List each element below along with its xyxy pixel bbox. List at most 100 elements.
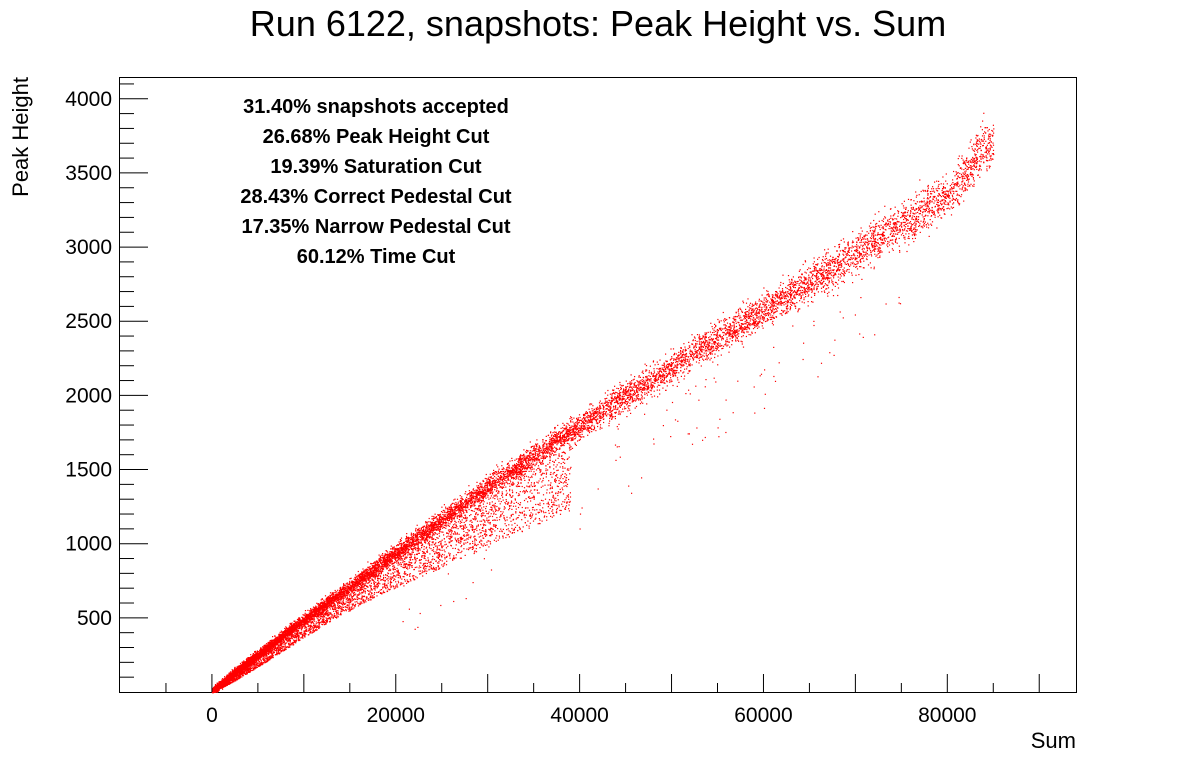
scatter-point [766, 318, 768, 320]
scatter-point [862, 247, 864, 249]
scatter-point [785, 296, 787, 298]
scatter-point [703, 349, 705, 351]
scatter-point [972, 168, 974, 170]
scatter-point [647, 388, 649, 390]
scatter-point [272, 636, 274, 638]
scatter-point [503, 484, 506, 486]
scatter-point [922, 227, 924, 229]
scatter-point [444, 514, 446, 516]
scatter-point [715, 330, 717, 332]
scatter-point [979, 156, 981, 158]
scatter-point [957, 200, 959, 202]
scatter-point [640, 391, 642, 393]
scatter-point [800, 282, 802, 284]
scatter-point [951, 199, 953, 201]
scatter-point [829, 255, 832, 257]
scatter-point [689, 365, 691, 367]
scatter-point [413, 535, 415, 537]
scatter-point [901, 215, 903, 218]
scatter-point [795, 284, 797, 286]
scatter-point [614, 412, 616, 414]
scatter-point [490, 487, 492, 489]
scatter-point [889, 221, 891, 223]
scatter-point [608, 422, 610, 424]
scatter-point [762, 303, 764, 305]
scatter-point [842, 249, 845, 252]
scatter-point [876, 242, 878, 244]
scatter-point [880, 224, 882, 226]
scatter-point [575, 431, 577, 433]
scatter-point [906, 250, 908, 253]
scatter-point [750, 323, 752, 325]
scatter-point [903, 207, 905, 209]
scatter-point [913, 200, 915, 202]
scatter-point [938, 188, 940, 190]
scatter-point [386, 563, 388, 565]
scatter-point [973, 185, 975, 187]
scatter-point [310, 608, 312, 610]
scatter-point [982, 140, 984, 142]
scatter-point [727, 340, 729, 342]
scatter-point [881, 233, 883, 236]
scatter-point [570, 446, 572, 448]
scatter-point [744, 317, 746, 319]
scatter-point [945, 201, 947, 203]
scatter-point [321, 598, 323, 600]
scatter-point [757, 308, 759, 311]
scatter-point [991, 146, 993, 148]
scatter-point [887, 240, 889, 243]
scatter-point [983, 138, 985, 140]
scatter-point [553, 431, 555, 433]
scatter-point [879, 248, 881, 250]
scatter-point [653, 390, 655, 392]
scatter-point [947, 193, 950, 195]
scatter-point [754, 325, 756, 327]
scatter-point [336, 601, 338, 603]
scatter-point [851, 250, 853, 252]
scatter-point [579, 419, 581, 421]
scatter-point [802, 294, 804, 296]
scatter-point [531, 454, 533, 456]
scatter-point [863, 267, 865, 269]
scatter-point [638, 376, 640, 378]
scatter-point [474, 495, 476, 497]
scatter-point [520, 468, 522, 470]
scatter-point [970, 158, 972, 160]
scatter-point [864, 234, 866, 236]
scatter-point [799, 279, 801, 281]
scatter-point [682, 351, 684, 353]
scatter-point [510, 483, 512, 485]
scatter-point [951, 183, 953, 185]
scatter-point [935, 188, 937, 190]
scatter-point [304, 612, 306, 614]
scatter-point [618, 411, 620, 413]
scatter-point [848, 248, 850, 250]
scatter-point [779, 299, 781, 301]
scatter-point [413, 537, 415, 539]
scatter-point [447, 522, 449, 524]
scatter-point [518, 472, 520, 474]
scatter-point [978, 165, 981, 167]
scatter-point [775, 296, 777, 298]
scatter-point [518, 466, 520, 468]
scatter-point [619, 404, 621, 406]
scatter-point [756, 307, 758, 310]
scatter-point [604, 398, 606, 400]
scatter-point [438, 519, 440, 521]
scatter-point [932, 188, 935, 190]
scatter-point [684, 359, 686, 362]
scatter-point [577, 440, 579, 442]
scatter-point [357, 589, 359, 591]
scatter-point [882, 227, 885, 229]
scatter-point [967, 179, 969, 181]
scatter-point [400, 553, 402, 555]
scatter-point [519, 456, 521, 458]
scatter-point [759, 309, 761, 311]
scatter-point [725, 328, 727, 330]
scatter-point [585, 423, 587, 425]
scatter-point [959, 172, 961, 175]
scatter-point [391, 558, 393, 560]
scatter-point [307, 619, 309, 621]
scatter-point [505, 469, 507, 471]
scatter-point [971, 161, 974, 163]
